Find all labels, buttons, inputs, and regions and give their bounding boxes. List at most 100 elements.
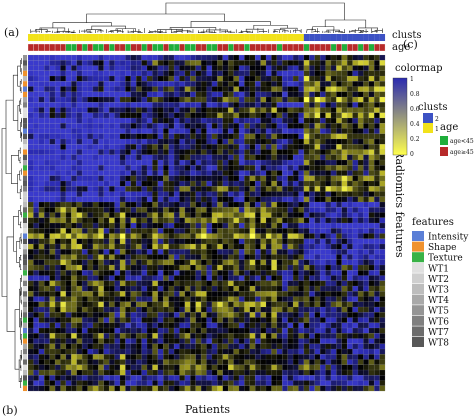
- heatmap-cell: [55, 338, 61, 344]
- heatmap-cell: [82, 343, 88, 350]
- heatmap-cell: [87, 118, 93, 124]
- heatmap-cell: [109, 349, 115, 355]
- heatmap-cell: [98, 223, 104, 229]
- heatmap-cell: [271, 338, 277, 344]
- heatmap-cell: [174, 370, 180, 376]
- heatmap-cell: [201, 149, 207, 155]
- heatmap-cell: [60, 364, 66, 371]
- heatmap-cell: [266, 212, 272, 218]
- heatmap-cell: [152, 307, 158, 313]
- heatmap-cell: [282, 259, 288, 266]
- heatmap-cell: [206, 123, 212, 129]
- heatmap-cell: [206, 186, 212, 192]
- heatmap-cell: [249, 301, 256, 308]
- heatmap-cell: [217, 160, 223, 166]
- heatmap-cell: [60, 107, 66, 113]
- heatmap-cell: [184, 65, 191, 71]
- heatmap-cell: [87, 317, 93, 323]
- age-cell: [136, 43, 142, 52]
- heatmap-cell: [147, 249, 153, 255]
- heatmap-cell: [368, 354, 375, 360]
- heatmap-cell: [114, 233, 121, 239]
- heatmap-cell: [44, 307, 50, 313]
- heatmap-cell: [44, 286, 50, 292]
- heatmap-cell: [190, 364, 196, 371]
- heatmap-cell: [352, 60, 359, 66]
- feature-type-cell: [23, 165, 27, 171]
- heatmap-cell: [266, 312, 272, 318]
- heatmap-cell: [152, 359, 158, 365]
- heatmap-cell: [82, 228, 88, 234]
- heatmap-cell: [130, 233, 137, 239]
- heatmap-cell: [38, 149, 45, 155]
- heatmap-cell: [222, 380, 229, 386]
- heatmap-cell: [222, 212, 229, 218]
- heatmap-cell: [65, 175, 72, 182]
- heatmap-cell: [255, 307, 261, 313]
- heatmap-cell: [255, 76, 261, 82]
- heatmap-cell: [195, 343, 202, 350]
- heatmap-cell: [152, 186, 158, 192]
- heatmap-cell: [293, 207, 299, 213]
- heatmap-cell: [255, 233, 261, 239]
- heatmap-cell: [314, 170, 321, 176]
- heatmap-cell: [103, 133, 110, 140]
- heatmap-cell: [211, 139, 218, 145]
- heatmap-cell: [119, 265, 126, 271]
- heatmap-cell: [352, 275, 359, 281]
- heatmap-cell: [125, 364, 131, 371]
- heatmap-cell: [217, 354, 223, 360]
- heatmap-cell: [276, 212, 283, 218]
- heatmap-cell: [298, 349, 304, 355]
- heatmap-cell: [190, 107, 196, 113]
- heatmap-cell: [179, 265, 185, 271]
- heatmap-cell: [363, 223, 369, 229]
- heatmap-cell: [103, 254, 110, 260]
- heatmap-cell: [368, 149, 375, 155]
- age-cell: [33, 43, 40, 52]
- heatmap-cell: [174, 385, 180, 392]
- heatmap-cell: [374, 301, 380, 308]
- heatmap-cell: [368, 328, 375, 334]
- age-cell: [233, 43, 240, 52]
- heatmap-cell: [49, 202, 56, 208]
- heatmap-cell: [325, 118, 331, 124]
- heatmap-cell: [60, 102, 66, 108]
- heatmap-cell: [336, 328, 342, 334]
- heatmap-cell: [76, 270, 83, 276]
- heatmap-cell: [374, 238, 380, 245]
- heatmap-cell: [174, 202, 180, 208]
- heatmap-cell: [147, 81, 153, 87]
- heatmap-cell: [141, 301, 148, 308]
- heatmap-cell: [228, 228, 234, 234]
- heatmap-cell: [303, 223, 310, 229]
- heatmap-cell: [379, 144, 386, 150]
- heatmap-cell: [233, 154, 240, 161]
- heatmap-cell: [330, 385, 337, 392]
- heatmap-cell: [347, 244, 353, 250]
- heatmap-cell: [71, 81, 77, 87]
- heatmap-cell: [38, 370, 45, 376]
- heatmap-cell: [136, 317, 142, 323]
- heatmap-cell: [233, 223, 240, 229]
- heatmap-cell: [368, 112, 375, 119]
- heatmap-cell: [98, 191, 104, 197]
- heatmap-cell: [55, 144, 61, 150]
- heatmap-cell: [303, 107, 310, 113]
- heatmap-cell: [119, 223, 126, 229]
- heatmap-cell: [352, 133, 359, 140]
- heatmap-cell: [190, 343, 196, 350]
- heatmap-cell: [201, 191, 207, 197]
- heatmap-cell: [82, 191, 88, 197]
- heatmap-cell: [195, 175, 202, 182]
- heatmap-cell: [103, 112, 110, 119]
- heatmap-cell: [201, 375, 207, 381]
- heatmap-cell: [244, 265, 250, 271]
- heatmap-cell: [357, 270, 364, 276]
- heatmap-cell: [163, 181, 169, 187]
- feature-type-cell: [23, 181, 27, 187]
- heatmap-cell: [55, 296, 61, 302]
- heatmap-cell: [82, 328, 88, 334]
- feature-type-cell: [23, 112, 27, 119]
- heatmap-cell: [184, 202, 191, 208]
